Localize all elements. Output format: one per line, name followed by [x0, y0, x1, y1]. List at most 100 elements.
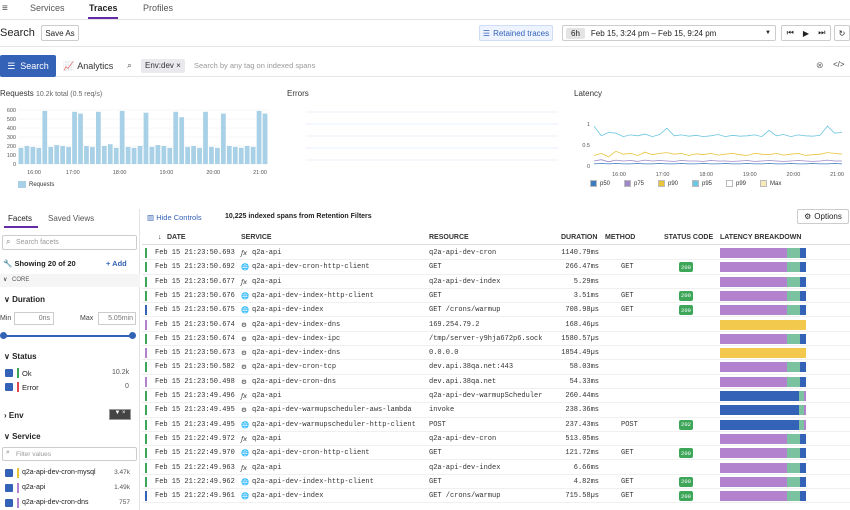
- table-row[interactable]: Feb 15 21:23:50.674 ⚙ q2a-api-dev-index-ip…: [142, 332, 850, 347]
- facet-search-input[interactable]: ⌕ Search facets: [2, 235, 137, 250]
- retained-traces-button[interactable]: ☰ Retained traces: [479, 25, 553, 41]
- legend-swatch: [692, 180, 699, 187]
- table-row[interactable]: Feb 15 21:23:50.677 ƒx q2a-api q2a-api-dev-…: [142, 275, 850, 289]
- service-checkbox[interactable]: [5, 469, 13, 477]
- ok-label: Ok: [22, 369, 32, 378]
- col-resource[interactable]: RESOURCE: [429, 234, 469, 241]
- latency-segment: [804, 391, 806, 401]
- latency-legend-item[interactable]: p99: [726, 180, 746, 187]
- tab-profiles[interactable]: Profiles: [143, 3, 174, 13]
- rewind-icon[interactable]: ⏮: [786, 28, 794, 37]
- request-bar: [95, 111, 101, 164]
- status-code-badge: 200: [679, 305, 693, 316]
- max-duration-input[interactable]: 5.05min: [98, 312, 136, 325]
- row-status-bar: [145, 462, 147, 473]
- forward-icon[interactable]: ⏭: [818, 28, 826, 37]
- table-row[interactable]: Feb 15 21:22:49.972 ƒx q2a-api q2a-api-dev-…: [142, 432, 850, 447]
- service-filter-input[interactable]: ⌕ Filter values: [2, 447, 137, 461]
- table-row[interactable]: Feb 15 21:23:49.495 🌐 q2a-api-dev-warmupsc…: [142, 418, 850, 432]
- table-row[interactable]: Feb 15 21:22:49.970 🌐 q2a-api-dev-cron-htt…: [142, 446, 850, 461]
- row-resource: 169.254.79.2: [429, 320, 480, 329]
- save-as-button[interactable]: Save As: [41, 25, 79, 41]
- y-tick-label: 500: [7, 117, 16, 123]
- latency-breakdown-bar: [720, 433, 806, 444]
- col-date[interactable]: DATE: [167, 234, 186, 241]
- env-filter-icon[interactable]: ▼ ×: [109, 409, 131, 420]
- x-tick-label: 20:00: [206, 170, 220, 176]
- menu-icon[interactable]: ≡: [2, 3, 8, 14]
- table-row[interactable]: Feb 15 21:23:50.675 🌐 q2a-api-dev-index GET…: [142, 303, 850, 318]
- col-duration[interactable]: DURATION: [561, 234, 598, 241]
- service-facet-item[interactable]: q2a-api 1.49k: [0, 482, 140, 495]
- table-row[interactable]: Feb 15 21:23:50.582 ⚙ q2a-api-dev-cron-tcp…: [142, 360, 850, 375]
- close-icon[interactable]: ×: [176, 61, 181, 70]
- table-row[interactable]: Feb 15 21:22:49.962 🌐 q2a-api-dev-index-ht…: [142, 475, 850, 490]
- duration-slider-handle-min[interactable]: [0, 332, 7, 339]
- col-latency-breakdown[interactable]: LATENCY BREAKDOWN: [720, 234, 802, 241]
- request-bar: [179, 117, 185, 164]
- status-facet-header[interactable]: ∨ Status: [4, 352, 37, 361]
- table-row[interactable]: Feb 15 21:23:50.498 ⚙ q2a-api-dev-cron-dns…: [142, 375, 850, 389]
- requests-swatch: [18, 181, 26, 188]
- add-facet-button[interactable]: + Add: [106, 259, 127, 268]
- play-icon[interactable]: ▶: [802, 28, 810, 38]
- duration-slider-handle-max[interactable]: [129, 332, 136, 339]
- service-facet-header[interactable]: ∨ Service: [4, 432, 41, 441]
- options-button[interactable]: ⚙ Options: [797, 209, 849, 224]
- row-service: q2a-api: [252, 277, 282, 286]
- row-service: q2a-api-dev-index: [252, 306, 324, 315]
- latency-x-tick: 19:00: [743, 172, 757, 178]
- table-row[interactable]: Feb 15 21:22:49.961 🌐 q2a-api-dev-index GET…: [142, 489, 850, 504]
- service-checkbox[interactable]: [5, 499, 13, 507]
- table-row[interactable]: Feb 15 21:22:49.963 ƒx q2a-api q2a-api-dev-…: [142, 461, 850, 475]
- table-row[interactable]: Feb 15 21:23:50.676 🌐 q2a-api-dev-index-ht…: [142, 289, 850, 304]
- env-filter-pill[interactable]: Env:dev ×: [141, 59, 185, 73]
- latency-breakdown-bar: [720, 476, 806, 487]
- latency-segment: [787, 376, 800, 387]
- table-row[interactable]: Feb 15 21:23:50.693 ƒx q2a-api q2a-api-dev-…: [142, 246, 850, 261]
- env-facet-header[interactable]: › Env: [4, 411, 24, 420]
- table-row[interactable]: Feb 15 21:23:50.674 ⚙ q2a-api-dev-index-dn…: [142, 318, 850, 332]
- hide-controls-button[interactable]: ▥ Hide Controls: [147, 213, 202, 222]
- facets-tab[interactable]: Facets: [8, 214, 33, 223]
- service-facet-item[interactable]: q2a-api-dev-cron-mysql 3.47k: [0, 467, 140, 480]
- latency-chart: 1 0.5 0 16:00 17:00 18:00 19:00 20:00 21:00: [582, 122, 844, 178]
- errors-title: Errors: [287, 89, 309, 98]
- ok-checkbox[interactable]: [5, 369, 13, 377]
- gears-icon: ⚙: [241, 406, 247, 415]
- table-row[interactable]: Feb 15 21:23:50.673 ⚙ q2a-api-dev-index-dn…: [142, 346, 850, 361]
- tab-traces[interactable]: Traces: [89, 3, 118, 13]
- tab-services[interactable]: Services: [30, 3, 65, 13]
- col-status-code[interactable]: STATUS CODE: [664, 234, 714, 241]
- code-icon[interactable]: </>: [833, 60, 845, 69]
- latency-legend-item[interactable]: Max: [760, 180, 781, 187]
- saved-views-tab[interactable]: Saved Views: [48, 214, 95, 223]
- latency-legend-item[interactable]: p75: [624, 180, 644, 187]
- service-checkbox[interactable]: [5, 484, 13, 492]
- table-row[interactable]: Feb 15 21:23:49.495 ⚙ q2a-api-dev-warmupsc…: [142, 403, 850, 418]
- clear-icon[interactable]: ⊗: [816, 60, 824, 70]
- col-method[interactable]: METHOD: [605, 234, 636, 241]
- search-button[interactable]: ☰ Search: [0, 55, 56, 77]
- min-duration-input[interactable]: 0ns: [14, 312, 54, 325]
- query-input[interactable]: Search by any tag on indexed spans: [194, 61, 316, 70]
- table-row[interactable]: Feb 15 21:23:49.496 ƒx q2a-api q2a-api-dev-…: [142, 389, 850, 404]
- row-date: Feb 15 21:23:50.677: [155, 277, 235, 286]
- latency-legend-item[interactable]: p95: [692, 180, 712, 187]
- refresh-button[interactable]: ↻: [834, 25, 850, 41]
- duration-slider-track[interactable]: [2, 335, 133, 337]
- sort-icon[interactable]: ↓: [158, 234, 162, 241]
- service-facet-item[interactable]: q2a-api-dev-cron-dns 757: [0, 497, 140, 510]
- latency-legend-item[interactable]: p50: [590, 180, 610, 187]
- row-duration: 4.82ms: [573, 477, 599, 486]
- time-range-picker[interactable]: 6h Feb 15, 3:24 pm – Feb 15, 9:24 pm ▼: [562, 25, 776, 41]
- analytics-tab[interactable]: 📈 Analytics: [63, 61, 113, 72]
- latency-legend-item[interactable]: p90: [658, 180, 678, 187]
- globe-icon: 🌐: [241, 291, 250, 300]
- row-service: q2a-api-dev-index-dns: [252, 320, 341, 329]
- service-name: q2a-api-dev-cron-dns: [22, 499, 89, 506]
- duration-facet-header[interactable]: ∨ Duration: [4, 295, 45, 304]
- table-row[interactable]: Feb 15 21:23:50.692 🌐 q2a-api-dev-cron-htt…: [142, 260, 850, 275]
- col-service[interactable]: SERVICE: [241, 234, 272, 241]
- error-checkbox[interactable]: [5, 383, 13, 391]
